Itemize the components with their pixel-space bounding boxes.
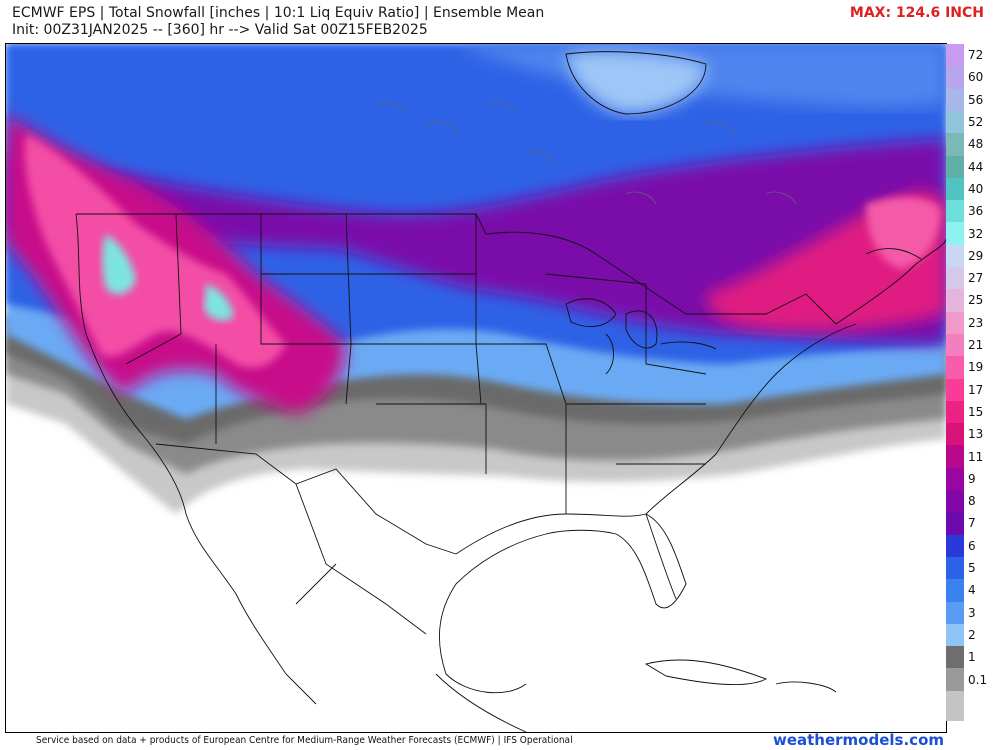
legend-label-5: 5 [968, 561, 976, 576]
map-title: ECMWF EPS | Total Snowfall [inches | 10:… [12, 5, 545, 21]
legend-color-bar [946, 44, 964, 721]
legend-swatch-48 [946, 133, 964, 156]
legend-label-4: 4 [968, 583, 976, 598]
legend-label-11: 11 [968, 449, 984, 464]
snowfall-map [5, 43, 947, 733]
legend-swatch-17 [946, 378, 964, 402]
legend-label-0_1: 0.1 [968, 672, 988, 687]
legend-swatch-2 [946, 623, 964, 647]
legend-swatch-44 [946, 155, 964, 179]
legend-swatch-1 [946, 646, 964, 669]
legend-swatch-29 [946, 244, 964, 268]
political-boundaries [75, 51, 946, 732]
legend-label-25: 25 [968, 293, 984, 308]
legend-label-36: 36 [968, 204, 984, 219]
legend-label-19: 19 [968, 360, 984, 375]
legend-label-21: 21 [968, 338, 984, 353]
snow-zone-19in [866, 197, 941, 269]
legend-label-9: 9 [968, 471, 976, 486]
legend-swatch-4 [946, 579, 964, 602]
legend-swatch-6 [946, 534, 964, 558]
legend-label-13: 13 [968, 427, 984, 442]
map-subtitle: Init: 00Z31JAN2025 -- [360] hr --> Valid… [12, 22, 428, 38]
legend-label-48: 48 [968, 137, 984, 152]
legend-label-7: 7 [968, 516, 976, 531]
legend-swatch-bottom [946, 690, 964, 721]
max-value-label: MAX: 124.6 INCH [849, 5, 984, 21]
legend-swatch-15 [946, 400, 964, 424]
legend-label-6: 6 [968, 538, 976, 553]
legend-label-8: 8 [968, 494, 976, 509]
legend-label-44: 44 [968, 159, 984, 174]
legend-label-27: 27 [968, 271, 984, 286]
data-credit: Service based on data + products of Euro… [36, 735, 573, 746]
legend-swatch-7 [946, 512, 964, 536]
legend-label-2: 2 [968, 627, 976, 642]
legend-label-72: 72 [968, 48, 984, 63]
lake-outlines [375, 101, 797, 205]
legend-swatch-9 [946, 467, 964, 491]
legend-label-29: 29 [968, 248, 984, 263]
snowfall-map-canvas [6, 44, 946, 732]
legend-label-60: 60 [968, 70, 984, 85]
legend-swatch-11 [946, 445, 964, 469]
legend-swatch-40 [946, 177, 964, 201]
legend-label-3: 3 [968, 605, 976, 620]
legend-swatch-23 [946, 311, 964, 335]
legend-swatch-52 [946, 110, 964, 134]
legend-label-40: 40 [968, 181, 984, 196]
legend-swatch-36 [946, 200, 964, 223]
legend-label-56: 56 [968, 92, 984, 107]
legend-label-23: 23 [968, 315, 984, 330]
legend-swatch-56 [946, 88, 964, 112]
legend-swatch-32 [946, 222, 964, 246]
snow-zone-hudson [566, 51, 706, 114]
legend-swatch-13 [946, 423, 964, 446]
site-link[interactable]: weathermodels.com [772, 731, 944, 749]
legend-label-1: 1 [968, 650, 976, 665]
snow-zone-west-high-2 [204, 284, 234, 321]
legend-swatch-27 [946, 267, 964, 290]
legend-swatch-25 [946, 289, 964, 313]
legend-label-52: 52 [968, 115, 984, 130]
legend-swatch-0_1 [946, 668, 964, 692]
legend-swatch-72 [946, 44, 964, 67]
legend-label-32: 32 [968, 226, 984, 241]
legend-swatch-60 [946, 66, 964, 90]
legend-swatch-5 [946, 556, 964, 580]
snow-zone-west-high [102, 234, 136, 295]
legend-swatch-3 [946, 601, 964, 625]
legend-label-15: 15 [968, 404, 984, 419]
legend-swatch-19 [946, 356, 964, 379]
legend-label-17: 17 [968, 382, 984, 397]
legend-swatch-8 [946, 490, 964, 513]
legend-swatch-21 [946, 333, 964, 357]
